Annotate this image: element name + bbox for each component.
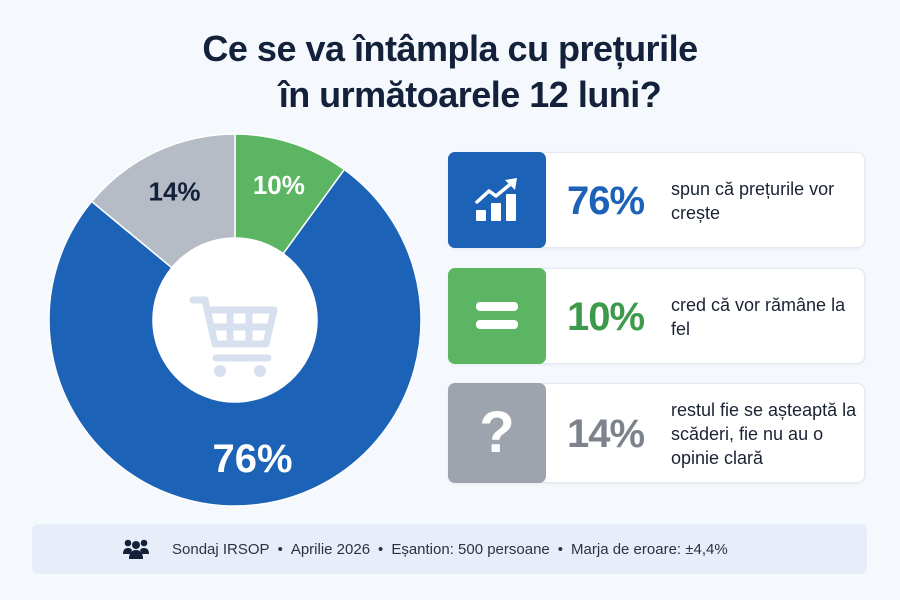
- stat-card-same: 10% cred că vor rămâne la fel: [448, 268, 865, 364]
- title-line-1: Ce se va întâmpla cu prețurile: [202, 28, 698, 69]
- separator: •: [277, 540, 283, 558]
- survey-date: Aprilie 2026: [290, 540, 371, 558]
- icon-box-same: [448, 268, 546, 364]
- trending-up-chart-icon: [475, 178, 517, 221]
- separator: •: [378, 540, 384, 558]
- icon-box-other: ?: [448, 383, 546, 483]
- icon-box-increase: [448, 152, 546, 248]
- question-mark-icon: ?: [479, 400, 515, 465]
- page-title: Ce se va întâmpla cu prețurile în următo…: [0, 26, 900, 118]
- percent-increase: 76%: [567, 178, 645, 223]
- stat-card-other: ? 14% restul fie se așteaptă la scăderi,…: [448, 383, 865, 483]
- title-line-2: în următoarele 12 luni?: [278, 74, 662, 115]
- percent-other: 14%: [567, 411, 645, 456]
- separator: •: [557, 540, 564, 558]
- segment-same-label: 10%: [253, 170, 305, 200]
- description-same: cred că vor rămâne la fel: [671, 295, 846, 339]
- shopping-cart-icon: [189, 296, 278, 377]
- equals-icon: [476, 302, 518, 329]
- percent-same: 10%: [567, 294, 645, 339]
- source-name: Sondaj IRSOP: [172, 540, 270, 558]
- error-margin: Marja de eroare: ±4,4%: [571, 540, 728, 558]
- sample-size: Eșantion: 500 persoane: [391, 540, 550, 558]
- description-increase: spun că prețurile vor crește: [671, 179, 835, 223]
- stat-card-increase: 76% spun că prețurile vor crește: [448, 152, 865, 248]
- donut-chart: 10% 76% 14%: [48, 133, 422, 507]
- donut-hole: [153, 238, 317, 402]
- segment-increase-label: 76%: [213, 437, 293, 481]
- source-footer: Sondaj IRSOP • Aprilie 2026 • Eșantion: …: [32, 524, 867, 574]
- description-other: restul fie se așteaptă la scăderi, fie n…: [671, 400, 857, 468]
- segment-other-label: 14%: [149, 177, 201, 207]
- people-icon: [122, 538, 150, 560]
